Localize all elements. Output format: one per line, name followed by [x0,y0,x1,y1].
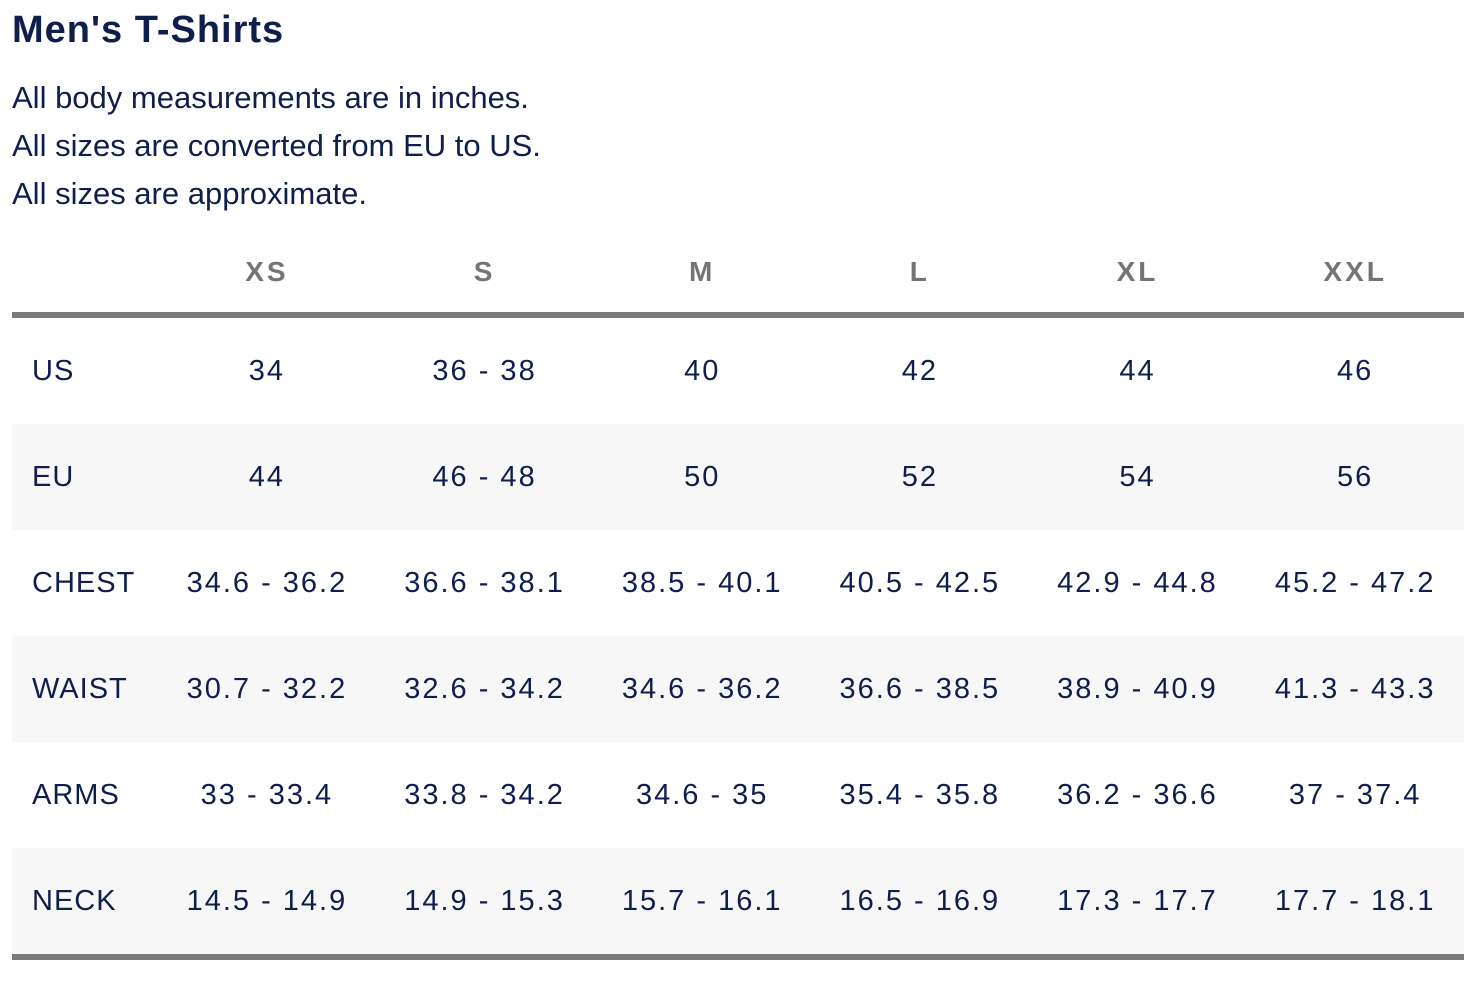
note-size-conversion: All sizes are converted from EU to US. [12,128,541,163]
table-cell: 45.2 - 47.2 [1274,566,1436,599]
table-cell: 36 - 38 [432,354,537,387]
table-cell: 17.7 - 18.1 [1246,848,1464,960]
table-cell: 36.2 - 36.6 [1057,778,1218,811]
table-row-waist: WAIST 30.7 - 32.2 32.6 - 34.2 34.6 - 36.… [12,636,1464,742]
table-cell: 38.5 - 40.1 [621,566,783,599]
table-row-us: US 34 36 - 38 40 42 44 46 [12,315,1464,424]
column-header-xxl: XXL [1246,232,1464,318]
table-cell: 56 [1246,424,1464,530]
table-cell: 34.6 - 36.2 [593,636,812,742]
table-cell: 36.6 - 38.1 [404,566,565,599]
table-cell: 42.9 - 44.8 [1057,566,1218,599]
table-row-chest: CHEST 34.6 - 36.2 36.6 - 38.1 38.5 - 40.… [12,530,1464,636]
header-blank-cell [12,232,159,318]
table-cell: 16.5 - 16.9 [811,848,1029,960]
table-row-eu: EU 44 46 - 48 50 52 54 56 [12,424,1464,530]
table-cell: 40.5 - 42.5 [839,566,1001,599]
table-cell: 15.7 - 16.1 [593,848,812,960]
table-cell: 32.6 - 34.2 [375,636,594,742]
page-title: Men's T-Shirts [12,9,285,51]
row-label-chest: CHEST [32,566,136,599]
table-cell: 44 [158,424,376,530]
table-cell: 30.7 - 32.2 [158,636,376,742]
size-chart-table: XS S M L XL XXL US 34 36 - 38 40 42 44 4… [12,232,1464,960]
column-header-xl: XL [1028,232,1247,318]
table-cell: 36.6 - 38.5 [811,636,1029,742]
table-cell: 42 [901,354,938,387]
table-cell: 35.4 - 35.8 [839,778,1001,811]
table-cell: 46 [1337,354,1374,387]
row-label-us: US [32,354,75,387]
table-cell: 41.3 - 43.3 [1246,636,1464,742]
column-header-xs: XS [158,232,376,318]
header-row: XS S M L XL XXL [12,232,1464,318]
measurement-notes: All body measurements are in inches. All… [12,74,541,218]
column-header-s: S [375,232,594,318]
table-row-arms: ARMS 33 - 33.4 33.8 - 34.2 34.6 - 35 35.… [12,742,1464,848]
table-cell: 52 [811,424,1029,530]
size-chart-header: XS S M L XL XXL [12,232,1464,318]
table-cell: 17.3 - 17.7 [1028,848,1247,960]
row-label-neck: NECK [12,848,159,960]
size-chart-body: US 34 36 - 38 40 42 44 46 EU 44 46 - 48 … [12,315,1464,960]
table-cell: 54 [1028,424,1247,530]
note-measurement-units: All body measurements are in inches. [12,80,529,115]
table-cell: 14.9 - 15.3 [375,848,594,960]
table-cell: 40 [684,354,721,387]
table-cell: 34 [248,354,286,387]
table-cell: 46 - 48 [375,424,594,530]
row-label-waist: WAIST [12,636,159,742]
table-cell: 50 [593,424,812,530]
row-label-eu: EU [12,424,159,530]
table-cell: 33 - 33.4 [200,778,334,811]
column-header-m: M [593,232,812,318]
table-cell: 44 [1119,354,1156,387]
note-approximate-sizes: All sizes are approximate. [12,176,367,211]
table-cell: 37 - 37.4 [1288,778,1422,811]
table-cell: 34.6 - 35 [635,778,769,811]
table-cell: 33.8 - 34.2 [404,778,565,811]
row-label-arms: ARMS [32,778,120,811]
table-cell: 38.9 - 40.9 [1028,636,1247,742]
column-header-l: L [811,232,1029,318]
table-row-neck: NECK 14.5 - 14.9 14.9 - 15.3 15.7 - 16.1… [12,848,1464,960]
table-cell: 34.6 - 36.2 [186,566,348,599]
table-cell: 14.5 - 14.9 [158,848,376,960]
